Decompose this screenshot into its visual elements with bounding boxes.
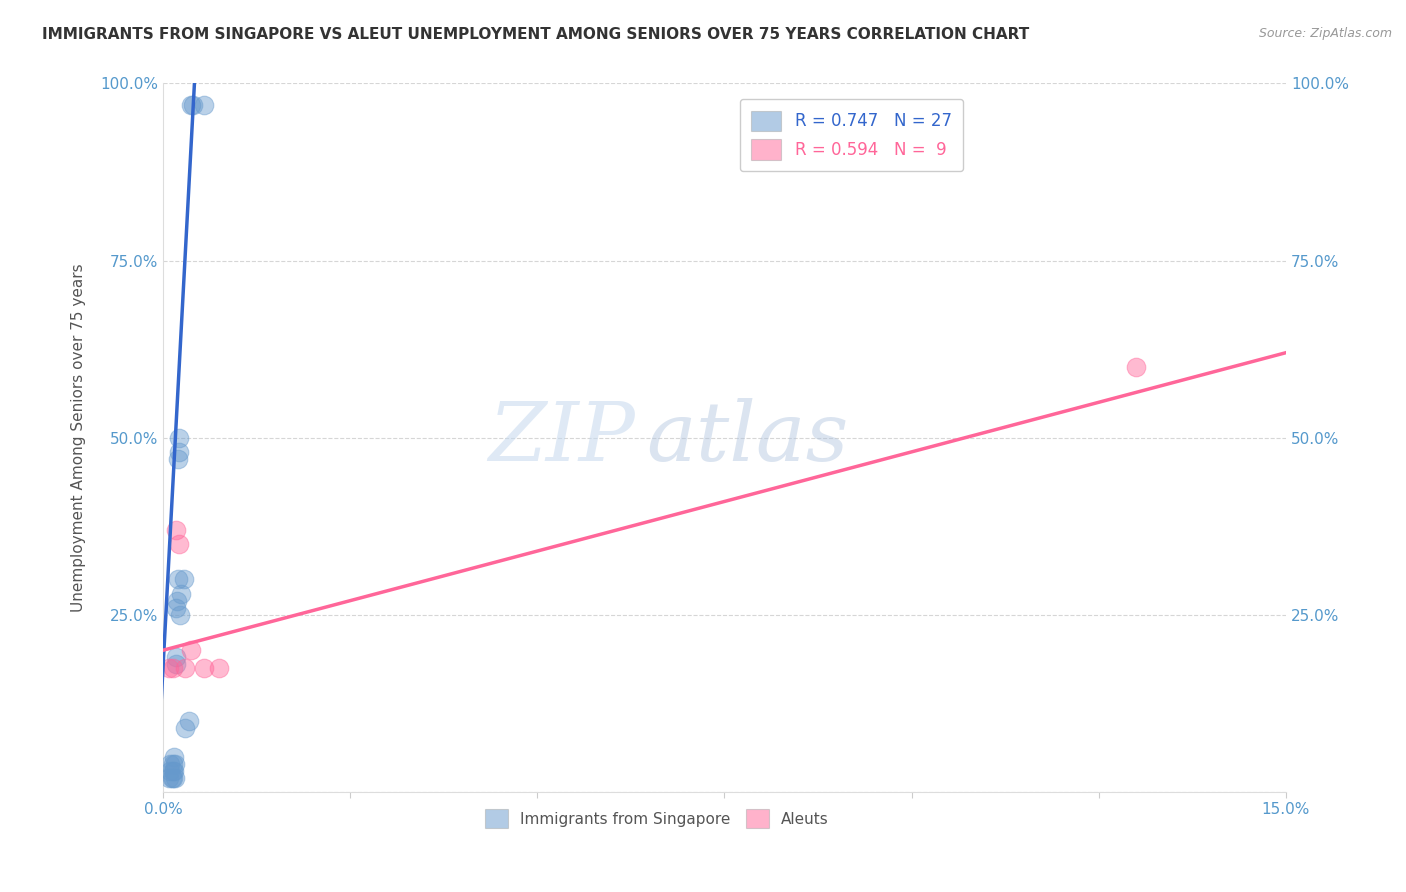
Point bbox=[208, 661, 231, 675]
Point bbox=[157, 771, 180, 785]
Point bbox=[165, 657, 187, 672]
Point bbox=[162, 764, 184, 778]
Point bbox=[167, 445, 190, 459]
Point bbox=[163, 771, 186, 785]
Legend: Immigrants from Singapore, Aleuts: Immigrants from Singapore, Aleuts bbox=[479, 803, 835, 834]
Point bbox=[180, 643, 202, 657]
Point bbox=[174, 721, 197, 735]
Text: IMMIGRANTS FROM SINGAPORE VS ALEUT UNEMPLOYMENT AMONG SENIORS OVER 75 YEARS CORR: IMMIGRANTS FROM SINGAPORE VS ALEUT UNEMP… bbox=[42, 27, 1029, 42]
Point bbox=[160, 771, 183, 785]
Point bbox=[166, 650, 188, 665]
Text: atlas: atlas bbox=[645, 398, 848, 478]
Point bbox=[166, 600, 188, 615]
Point bbox=[166, 523, 188, 537]
Text: ZIP: ZIP bbox=[488, 398, 634, 478]
Point bbox=[162, 756, 184, 771]
Point bbox=[167, 452, 190, 467]
Point bbox=[162, 771, 184, 785]
Point bbox=[159, 756, 181, 771]
Point bbox=[181, 97, 204, 112]
Point bbox=[173, 573, 195, 587]
Point bbox=[169, 431, 191, 445]
Point bbox=[166, 593, 188, 607]
Point bbox=[163, 756, 186, 771]
Point bbox=[174, 661, 197, 675]
Point bbox=[170, 586, 193, 600]
Point bbox=[180, 97, 202, 112]
Y-axis label: Unemployment Among Seniors over 75 years: Unemployment Among Seniors over 75 years bbox=[72, 263, 86, 612]
Point bbox=[159, 764, 181, 778]
Point bbox=[193, 661, 215, 675]
Point bbox=[193, 97, 215, 112]
Point bbox=[169, 537, 191, 551]
Point bbox=[167, 573, 190, 587]
Text: Source: ZipAtlas.com: Source: ZipAtlas.com bbox=[1258, 27, 1392, 40]
Point bbox=[179, 714, 201, 728]
Point bbox=[1125, 359, 1147, 374]
Point bbox=[163, 764, 186, 778]
Point bbox=[163, 749, 186, 764]
Point bbox=[162, 661, 184, 675]
Point bbox=[157, 661, 180, 675]
Point bbox=[169, 607, 191, 622]
